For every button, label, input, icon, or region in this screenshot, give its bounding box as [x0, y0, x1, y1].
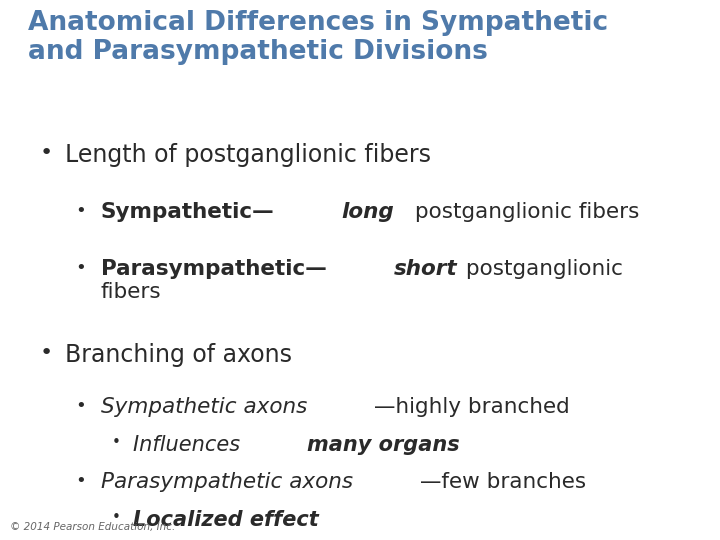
Text: Localized effect: Localized effect	[133, 510, 319, 530]
Text: Branching of axons: Branching of axons	[65, 343, 292, 367]
Text: —highly branched: —highly branched	[374, 397, 570, 417]
Text: •: •	[112, 510, 120, 525]
Text: •: •	[76, 397, 86, 415]
Text: Sympathetic—: Sympathetic—	[101, 202, 274, 222]
Text: short: short	[394, 259, 457, 279]
Text: •: •	[76, 202, 86, 220]
Text: Anatomical Differences in Sympathetic: Anatomical Differences in Sympathetic	[28, 10, 608, 36]
Text: •: •	[112, 435, 120, 450]
Text: many organs: many organs	[307, 435, 459, 455]
Text: postganglionic: postganglionic	[459, 259, 623, 279]
Text: Parasympathetic axons: Parasympathetic axons	[101, 472, 353, 492]
Text: Sympathetic axons: Sympathetic axons	[101, 397, 307, 417]
Text: fibers: fibers	[101, 282, 161, 302]
Text: —few branches: —few branches	[420, 472, 586, 492]
Text: Length of postganglionic fibers: Length of postganglionic fibers	[65, 143, 431, 167]
Text: •: •	[76, 259, 86, 277]
Text: •: •	[40, 143, 53, 163]
Text: © 2014 Pearson Education, Inc.: © 2014 Pearson Education, Inc.	[10, 522, 175, 532]
Text: Parasympathetic—: Parasympathetic—	[101, 259, 327, 279]
Text: Influences: Influences	[133, 435, 247, 455]
Text: and Parasympathetic Divisions: and Parasympathetic Divisions	[28, 39, 488, 65]
Text: •: •	[76, 472, 86, 490]
Text: long: long	[342, 202, 395, 222]
Text: postganglionic fibers: postganglionic fibers	[408, 202, 639, 222]
Text: •: •	[40, 343, 53, 363]
